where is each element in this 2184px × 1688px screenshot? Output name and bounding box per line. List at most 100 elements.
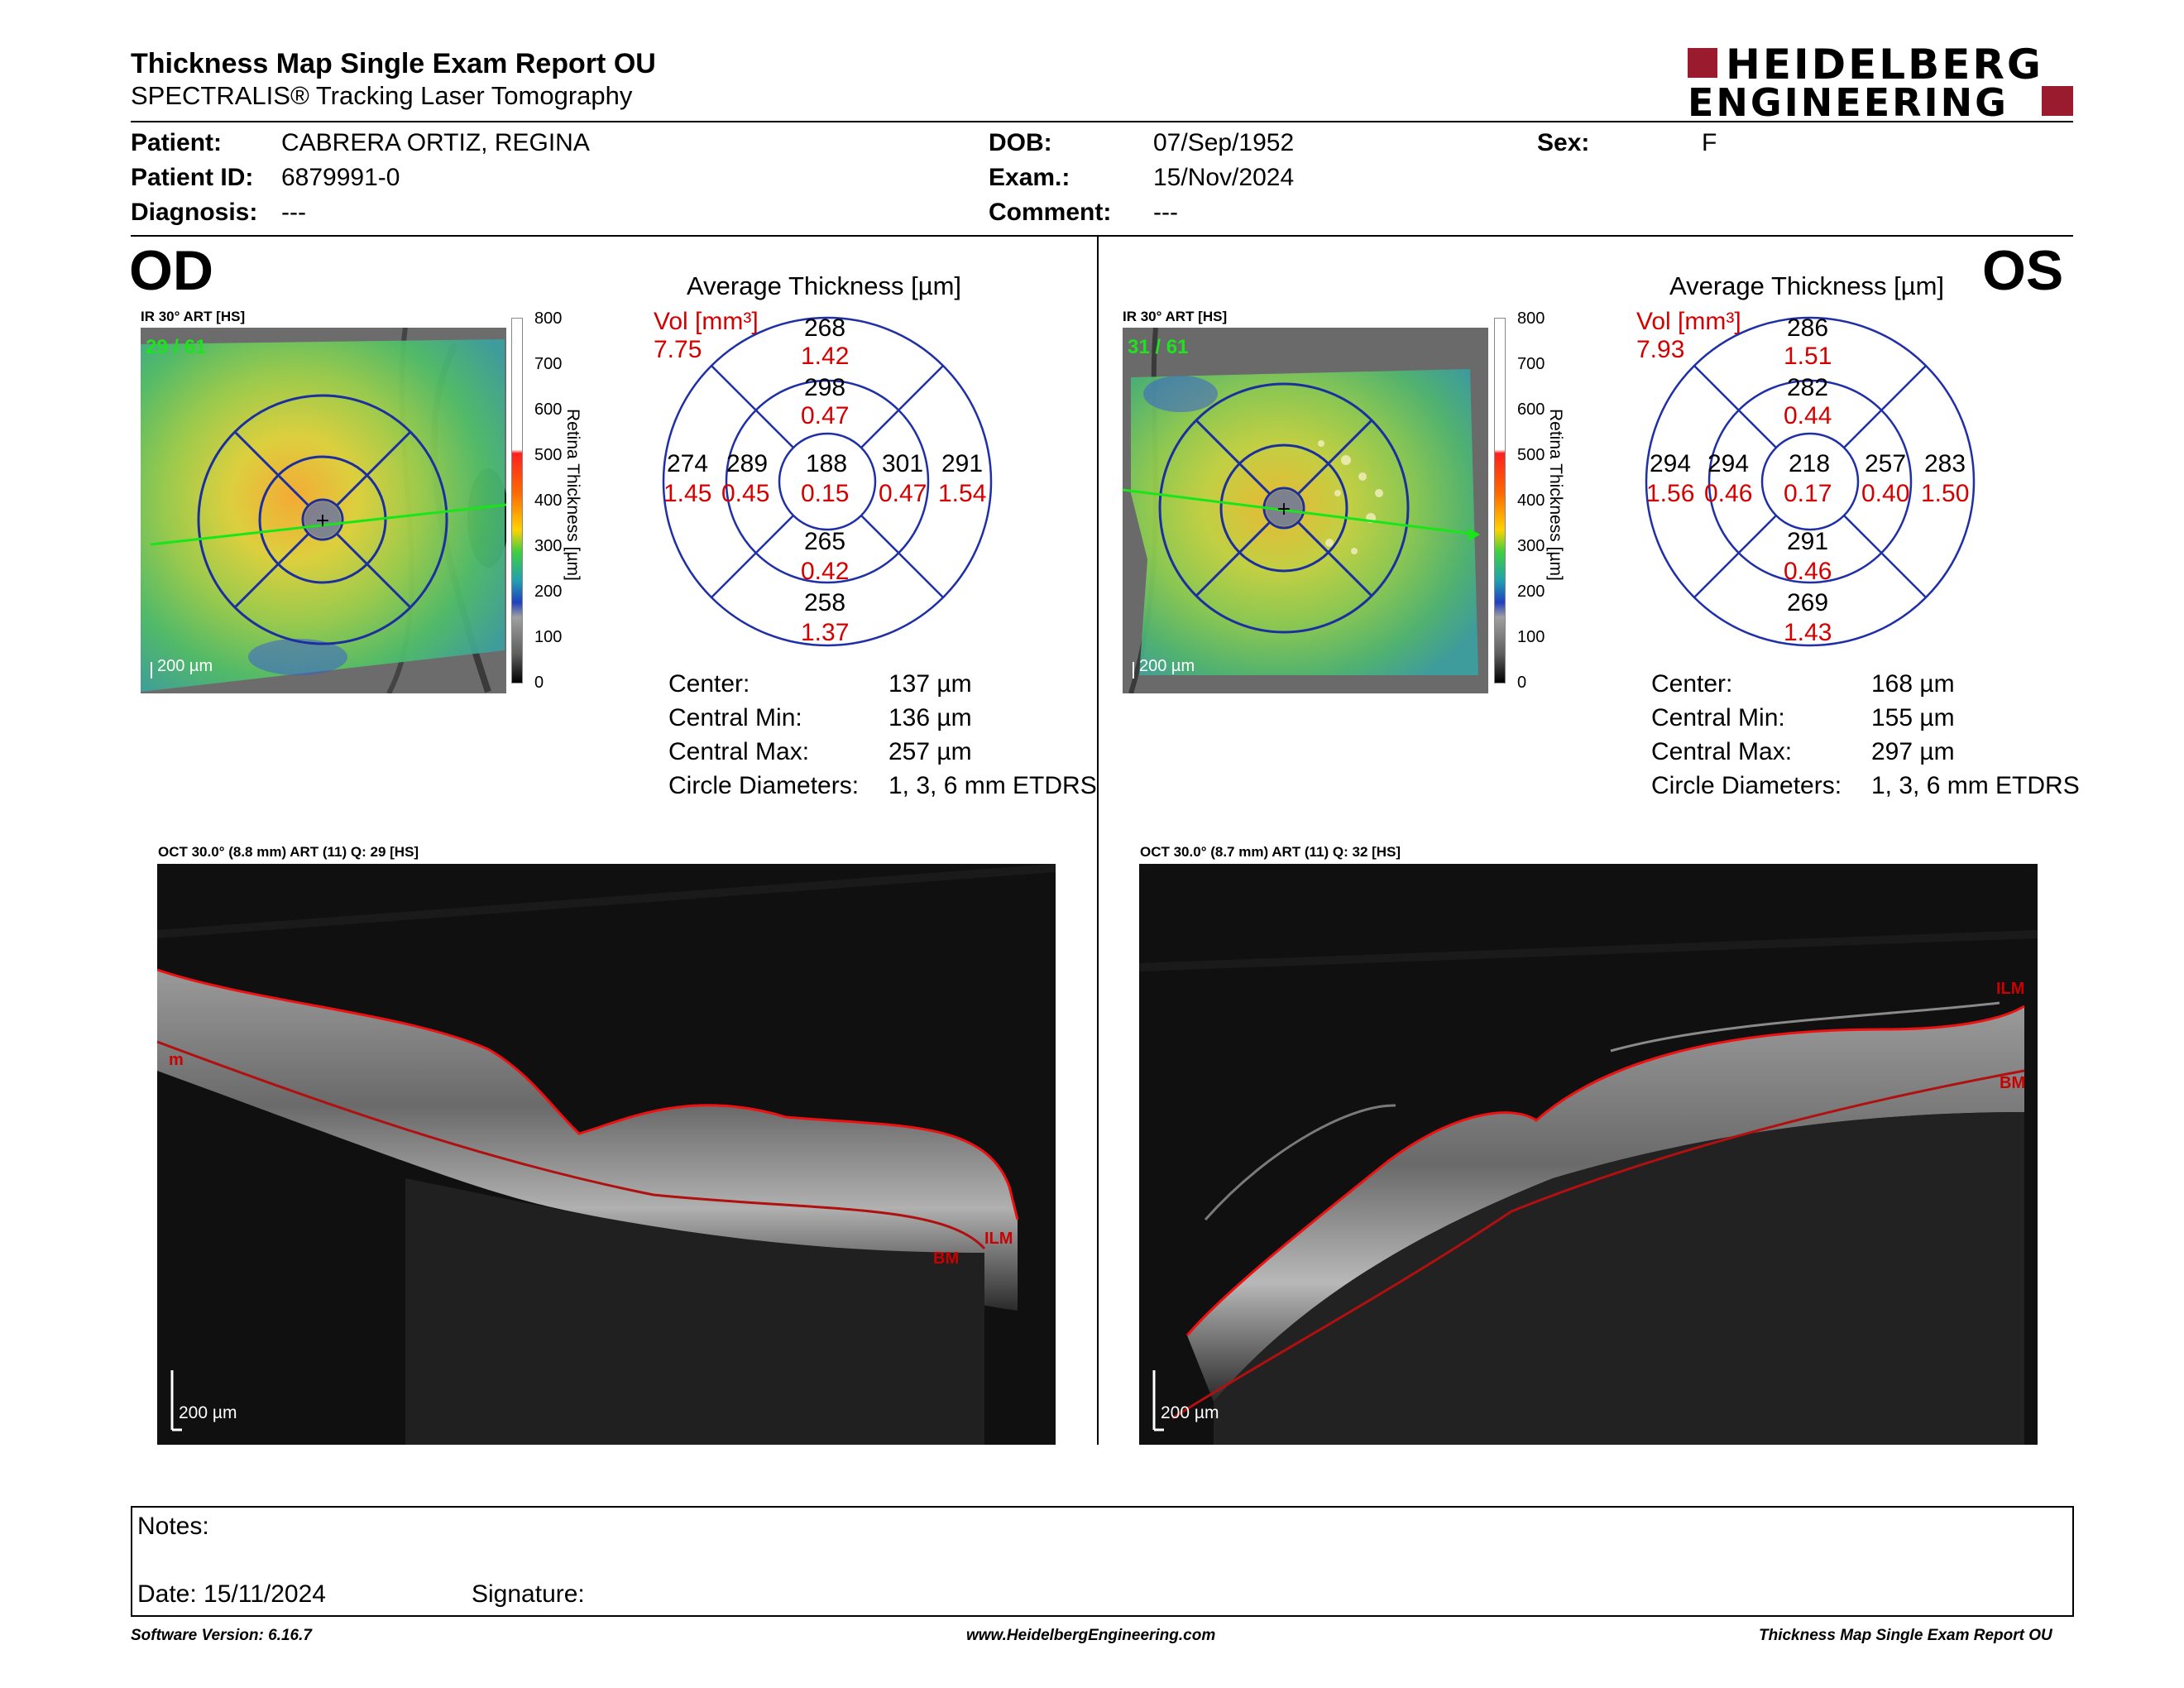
od-cb-tick-600: 600 <box>534 400 563 419</box>
os-stat-center-label: Center: <box>1651 670 1733 698</box>
od-inner-top: 298 <box>804 374 846 401</box>
os-inner-bottom-vol: 0.46 <box>1784 558 1832 585</box>
os-oct-label: OCT 30.0° (8.7 mm) ART (11) Q: 32 [HS] <box>1140 844 1401 860</box>
footer-software: Software Version: 6.16.7 <box>131 1627 312 1644</box>
os-oct-scale-label: 200 µm <box>1161 1403 1219 1422</box>
sex-label: Sex: <box>1537 129 1590 156</box>
od-inner-left-vol: 0.45 <box>721 480 770 507</box>
od-stat-diam-label: Circle Diameters: <box>668 772 860 799</box>
report-subtitle: SPECTRALIS® Tracking Laser Tomography <box>131 81 633 110</box>
diagnosis: --- <box>281 199 306 226</box>
od-outer-left: 274 <box>667 450 709 477</box>
od-outer-left-vol: 1.45 <box>663 480 712 507</box>
od-inner-bottom: 265 <box>804 528 846 555</box>
od-stat-center: 137 µm <box>888 670 972 698</box>
od-center: 188 <box>806 450 848 477</box>
os-stat-min: 155 µm <box>1871 704 1955 731</box>
os-center-vol: 0.17 <box>1784 480 1832 507</box>
os-frame-count: 31 / 61 <box>1128 336 1189 358</box>
os-outer-top: 286 <box>1787 314 1829 342</box>
footer-report: Thickness Map Single Exam Report OU <box>1759 1627 2052 1644</box>
os-oct-svg <box>1139 864 2038 1445</box>
os-ilm-marker: ILM <box>1996 980 2025 998</box>
os-cb-title: Retina Thickness [µm] <box>1546 409 1565 581</box>
od-ir-label: IR 30° ART [HS] <box>141 309 246 324</box>
footer-website[interactable]: www.HeidelbergEngineering.com <box>966 1627 1216 1644</box>
od-cb-tick-100: 100 <box>534 628 563 646</box>
od-cb-tick-0: 0 <box>534 674 544 692</box>
od-oct-svg <box>156 864 1056 1445</box>
os-cb-tick-500: 500 <box>1517 446 1545 464</box>
os-cb-tick-100: 100 <box>1517 628 1545 646</box>
os-outer-bottom: 269 <box>1787 589 1829 616</box>
os-cb-tick-700: 700 <box>1517 355 1545 373</box>
od-cb-tick-800: 800 <box>534 309 563 328</box>
os-inner-bottom: 291 <box>1787 528 1829 555</box>
os-stat-diam-label: Circle Diameters: <box>1651 772 1842 799</box>
os-fovea-cross: + <box>1276 499 1291 520</box>
od-etdrs-chart <box>660 314 994 649</box>
od-stat-max-label: Central Max: <box>668 738 810 765</box>
os-outer-bottom-vol: 1.43 <box>1784 619 1832 646</box>
center-divider <box>1097 237 1099 1445</box>
os-cb-tick-300: 300 <box>1517 537 1545 555</box>
od-stat-diam: 1, 3, 6 mm ETDRS <box>888 772 1097 799</box>
dob-label: DOB: <box>989 129 1052 156</box>
patient-divider <box>131 235 2073 237</box>
od-frame-count: 29 / 61 <box>146 336 207 358</box>
od-map-scale: 200 µm <box>157 657 213 675</box>
od-vol-label: Vol [mm³] <box>654 308 759 335</box>
os-thickness-map: + 31 / 61 200 µm <box>1122 327 1488 694</box>
os-thin-region <box>1143 376 1218 412</box>
os-cb-tick-200: 200 <box>1517 583 1545 601</box>
od-scan-line <box>150 503 507 546</box>
patient-name: CABRERA ORTIZ, REGINA <box>281 129 590 156</box>
od-cb-title: Retina Thickness [µm] <box>563 409 582 581</box>
header-divider <box>131 121 2073 122</box>
comment-label: Comment: <box>989 199 1112 226</box>
od-thin-region <box>248 639 347 675</box>
od-map-svg: + <box>141 327 509 695</box>
od-inner-left: 289 <box>726 450 769 477</box>
od-outer-bottom: 258 <box>804 589 846 616</box>
os-cb-tick-0: 0 <box>1517 674 1527 692</box>
sex: F <box>1702 129 1717 156</box>
os-outer-left: 294 <box>1650 450 1692 477</box>
os-outer-top-vol: 1.51 <box>1784 343 1832 370</box>
od-avg-title: Average Thickness [µm] <box>687 271 962 300</box>
notes-date: Date: 15/11/2024 <box>137 1580 326 1608</box>
exam-date: 15/Nov/2024 <box>1153 164 1295 191</box>
od-vol-total: 7.75 <box>654 336 702 363</box>
heidelberg-logo: HEIDELBERG ENGINEERING <box>1688 44 2076 125</box>
os-map-scale: 200 µm <box>1139 657 1195 675</box>
od-colorbar-strip <box>511 318 523 683</box>
os-inner-right: 257 <box>1865 450 1907 477</box>
od-etdrs-svg <box>662 316 993 647</box>
os-ilm-line <box>1185 1005 2025 1336</box>
od-cb-tick-400: 400 <box>534 492 563 510</box>
os-eye-label: OS <box>1982 239 2064 302</box>
od-outer-top: 268 <box>804 314 846 342</box>
dob: 07/Sep/1952 <box>1153 129 1295 156</box>
logo-line2: ENGINEERING <box>1688 80 2009 125</box>
os-cb-tick-600: 600 <box>1517 400 1545 419</box>
logo-red-block-bottom <box>2042 86 2073 116</box>
od-inner-top-vol: 0.47 <box>801 402 850 429</box>
os-scan-arrow <box>1468 528 1480 541</box>
od-eye-label: OD <box>129 239 213 302</box>
os-outer-right-vol: 1.50 <box>1921 480 1970 507</box>
os-map-svg: + <box>1122 327 1488 694</box>
diagnosis-label: Diagnosis: <box>131 199 258 226</box>
od-stat-min-label: Central Min: <box>668 704 802 731</box>
od-outer-top-vol: 1.42 <box>801 343 850 370</box>
os-inner-left: 294 <box>1707 450 1750 477</box>
os-inner-top: 282 <box>1787 374 1829 401</box>
od-thickness-map: + 29 / 61 200 µm <box>141 327 509 695</box>
os-cb-tick-800: 800 <box>1517 309 1545 328</box>
od-map-scale-bar <box>151 662 152 679</box>
od-fovea-cross: + <box>315 511 330 531</box>
os-ir-label: IR 30° ART [HS] <box>1123 309 1228 324</box>
notes-box[interactable]: Notes: Date: 15/11/2024 Signature: <box>131 1506 2074 1617</box>
od-cb-tick-200: 200 <box>534 583 563 601</box>
os-inner-left-vol: 0.46 <box>1704 480 1753 507</box>
